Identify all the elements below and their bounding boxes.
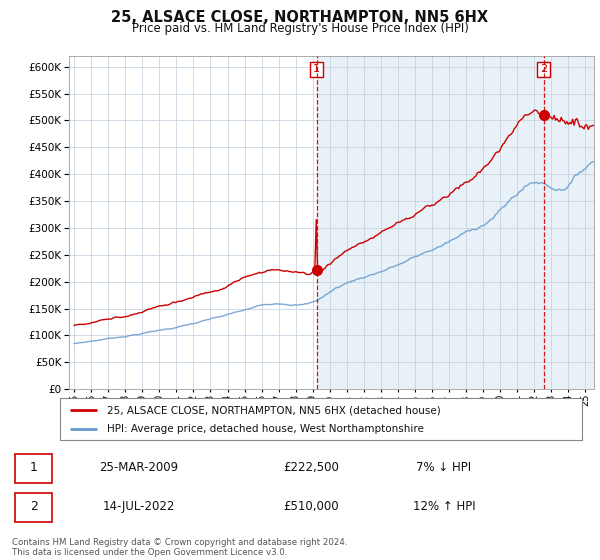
Text: HPI: Average price, detached house, West Northamptonshire: HPI: Average price, detached house, West… [107,424,424,434]
Bar [317,56,600,389]
Text: 1: 1 [30,461,38,474]
Text: Price paid vs. HM Land Registry's House Price Index (HPI): Price paid vs. HM Land Registry's House … [131,22,469,35]
FancyBboxPatch shape [15,493,52,522]
Text: £222,500: £222,500 [284,461,340,474]
Text: 25, ALSACE CLOSE, NORTHAMPTON, NN5 6HX (detached house): 25, ALSACE CLOSE, NORTHAMPTON, NN5 6HX (… [107,405,441,415]
Text: 14-JUL-2022: 14-JUL-2022 [103,500,175,513]
Text: 25, ALSACE CLOSE, NORTHAMPTON, NN5 6HX: 25, ALSACE CLOSE, NORTHAMPTON, NN5 6HX [112,10,488,25]
Text: 12% ↑ HPI: 12% ↑ HPI [413,500,475,513]
FancyBboxPatch shape [60,398,582,440]
Text: Contains HM Land Registry data © Crown copyright and database right 2024.
This d: Contains HM Land Registry data © Crown c… [12,538,347,557]
Text: 2: 2 [540,64,547,74]
Text: 2: 2 [30,500,38,513]
FancyBboxPatch shape [15,454,52,483]
Text: 25-MAR-2009: 25-MAR-2009 [99,461,178,474]
Text: 7% ↓ HPI: 7% ↓ HPI [416,461,472,474]
Text: £510,000: £510,000 [284,500,340,513]
Text: 1: 1 [313,64,320,74]
